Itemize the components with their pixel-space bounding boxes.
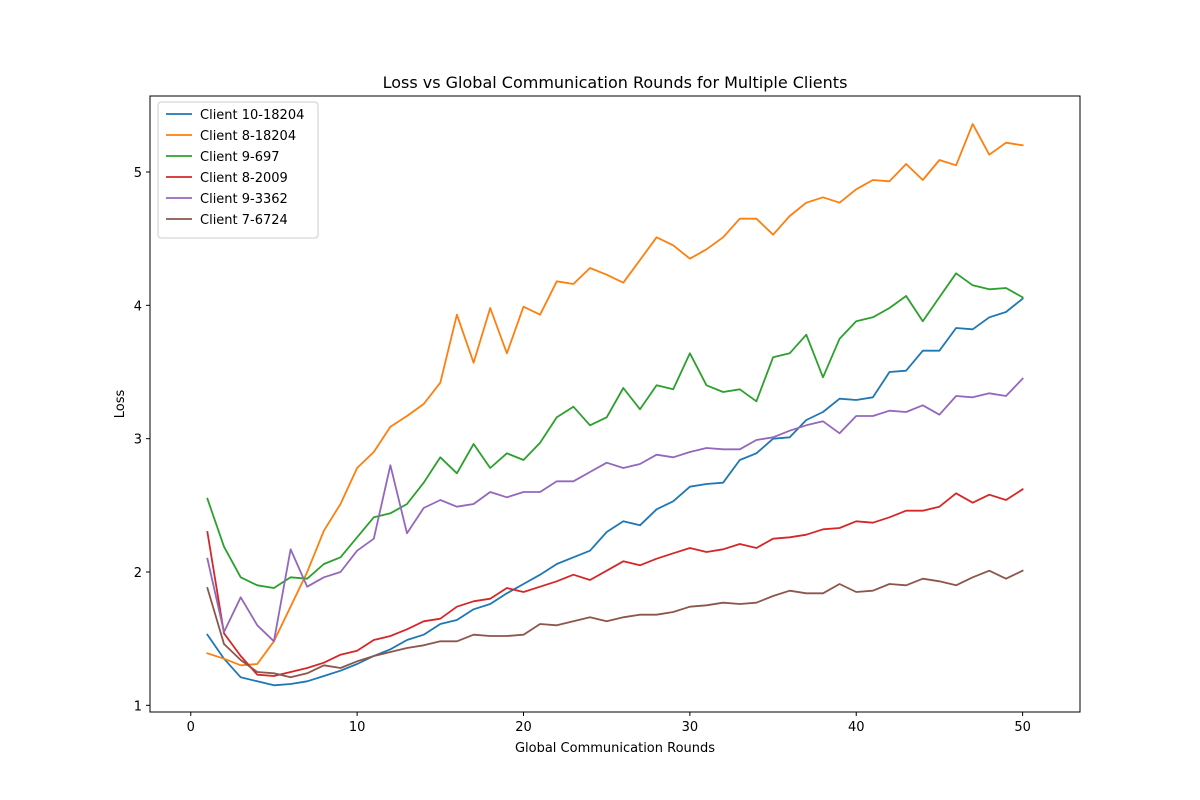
y-tick-label: 2 <box>134 566 142 581</box>
legend-label: Client 7-6724 <box>200 213 288 228</box>
x-tick-label: 0 <box>187 720 195 735</box>
y-tick-label: 4 <box>134 299 142 314</box>
y-tick-label: 3 <box>134 433 142 448</box>
series-line-2 <box>206 123 1024 667</box>
legend-label: Client 10-18204 <box>200 108 304 123</box>
series-line-5 <box>206 377 1024 643</box>
x-tick-label: 50 <box>1014 720 1031 735</box>
x-tick-label: 30 <box>682 720 699 735</box>
series-line-3 <box>206 272 1024 589</box>
x-tick-label: 40 <box>848 720 865 735</box>
y-tick-label: 5 <box>134 166 142 181</box>
x-tick-label: 10 <box>349 720 366 735</box>
legend: Client 10-18204 Client 8-18204 Client 9-69… <box>157 101 319 239</box>
legend-label: Client 8-2009 <box>200 171 288 186</box>
plot-frame <box>149 95 1081 713</box>
x-tick-label: 20 <box>515 720 532 735</box>
y-tick-label: 1 <box>134 699 142 714</box>
series-layer <box>206 123 1024 687</box>
legend-label: Client 9-697 <box>200 150 280 165</box>
legend-label: Client 8-18204 <box>200 129 296 144</box>
legend-label: Client 9-3362 <box>200 192 288 207</box>
series-line-4 <box>206 488 1024 677</box>
series-line-1 <box>206 297 1024 687</box>
ticks-layer: 0 10 20 30 40 50 1 2 3 4 5 <box>134 166 1031 735</box>
legend-frame <box>157 101 319 239</box>
chart-title: Loss vs Global Communication Rounds for … <box>383 73 848 92</box>
y-axis-label: Loss <box>113 390 128 419</box>
x-axis-label: Global Communication Rounds <box>515 741 715 756</box>
series-line-6 <box>206 569 1024 679</box>
